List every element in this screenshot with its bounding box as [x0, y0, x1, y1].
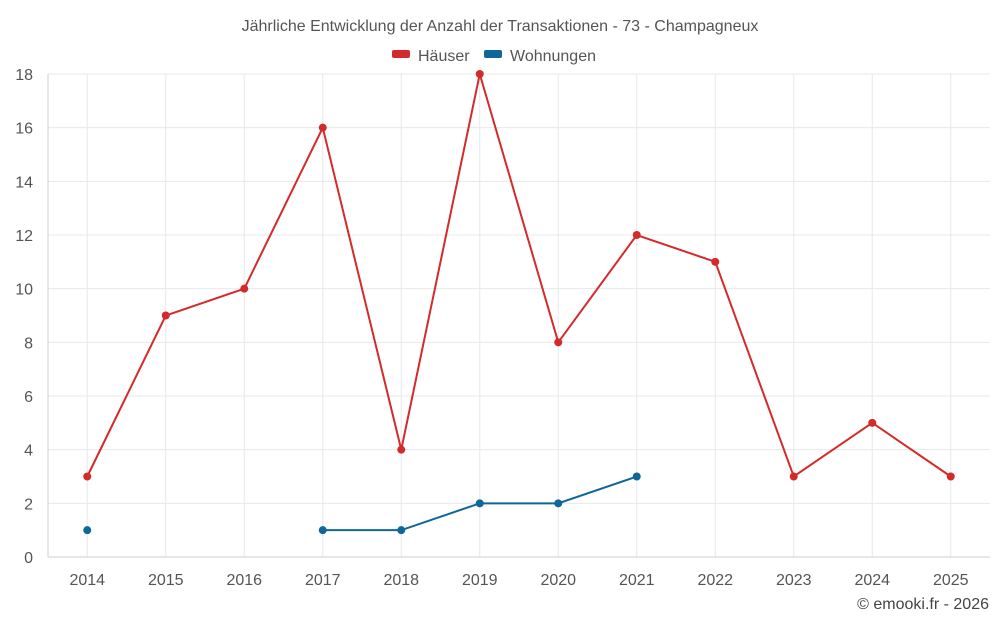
x-tick-label: 2020: [540, 572, 576, 589]
data-point[interactable]: [318, 123, 327, 132]
legend: Häuser Wohnungen: [392, 48, 596, 65]
data-point[interactable]: [632, 231, 641, 239]
data-point[interactable]: [475, 499, 484, 508]
y-tick-label: 10: [15, 282, 33, 299]
y-tick-label: 0: [24, 550, 33, 567]
data-point[interactable]: [711, 257, 720, 266]
y-tick-label: 18: [15, 67, 33, 84]
y-tick-label: 14: [15, 174, 33, 191]
data-point[interactable]: [789, 472, 798, 481]
data-point[interactable]: [318, 526, 327, 535]
x-tick-label: 2019: [462, 572, 498, 589]
x-tick-label: 2018: [383, 572, 419, 589]
y-tick-label: 2: [24, 496, 33, 513]
data-point[interactable]: [161, 311, 170, 320]
x-tick-label: 2024: [854, 572, 890, 589]
x-tick-label: 2015: [148, 572, 184, 589]
y-tick-label: 4: [24, 443, 33, 460]
x-tick-label: 2021: [619, 572, 655, 589]
x-tick-label: 2016: [226, 572, 262, 589]
y-axis: 0 2 4 6 8 10 12 14 16 18: [15, 67, 33, 567]
series-line-0: [86, 73, 952, 479]
data-point[interactable]: [554, 338, 563, 347]
y-tick-label: 12: [15, 228, 33, 245]
data-point[interactable]: [397, 526, 406, 535]
data-point[interactable]: [554, 499, 563, 508]
data-point[interactable]: [868, 418, 877, 427]
series-layer: [83, 70, 955, 535]
x-tick-label: 2025: [933, 572, 969, 589]
grid: [47, 73, 990, 558]
data-point[interactable]: [83, 472, 92, 481]
x-tick-label: 2014: [69, 572, 105, 589]
y-tick-label: 6: [24, 389, 33, 406]
data-point[interactable]: [632, 472, 641, 481]
data-point[interactable]: [946, 472, 955, 481]
legend-swatch: [392, 50, 410, 58]
y-tick-label: 8: [24, 335, 33, 352]
credit: © emooki.fr - 2026: [857, 596, 989, 613]
x-tick-label: 2023: [776, 572, 812, 589]
x-tick-label: 2022: [697, 572, 733, 589]
data-point[interactable]: [240, 284, 249, 293]
x-tick-label: 2017: [305, 572, 341, 589]
x-axis: 2014 2015 2016 2017 2018 2019 2020 2021 2022 2023…: [69, 572, 968, 589]
data-point[interactable]: [83, 526, 92, 535]
legend-label[interactable]: Häuser: [418, 48, 470, 65]
data-point[interactable]: [397, 445, 406, 454]
legend-swatch: [484, 50, 502, 58]
legend-label[interactable]: Wohnungen: [510, 48, 596, 65]
chart-title: Jährliche Entwicklung der Anzahl der Tra…: [242, 18, 759, 35]
y-tick-label: 16: [15, 121, 33, 138]
data-point[interactable]: [475, 70, 484, 78]
